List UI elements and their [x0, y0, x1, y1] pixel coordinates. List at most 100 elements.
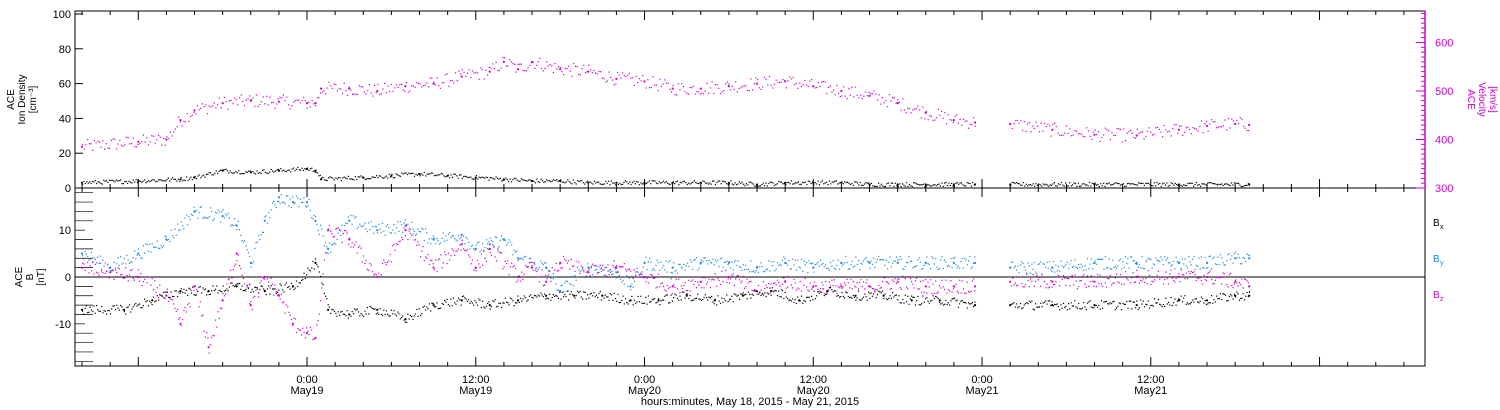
density-series-sample — [1173, 184, 1175, 186]
density-series-sample — [893, 185, 895, 187]
by-series-sample — [1197, 265, 1199, 267]
by-series-sample — [685, 265, 687, 267]
bz-series-sample — [1121, 283, 1123, 285]
by-series-sample — [422, 228, 424, 230]
by-series-sample — [1149, 258, 1151, 260]
density-series-sample — [353, 179, 355, 181]
density-series-sample — [1200, 185, 1202, 187]
by-series-sample — [968, 260, 970, 262]
velocity-series-sample — [935, 117, 938, 119]
by-series-sample — [547, 270, 549, 272]
by-series-sample — [393, 224, 395, 226]
bz-series-sample — [597, 272, 599, 274]
velocity-series-sample — [115, 148, 117, 150]
bx-series-sample — [99, 310, 101, 312]
bx-series-sample — [501, 306, 503, 309]
density-series-sample — [1042, 183, 1044, 185]
velocity-series-sample — [925, 110, 927, 113]
bz-series-sample — [1230, 272, 1232, 274]
bx-series-sample — [728, 299, 730, 301]
bz-series-sample — [533, 263, 536, 265]
velocity-series-sample — [316, 97, 318, 99]
velocity-series-sample — [228, 100, 230, 102]
velocity-series-sample — [541, 67, 543, 70]
bx-series-sample — [482, 300, 484, 302]
density-series-sample — [924, 185, 926, 188]
bx-series-sample — [756, 291, 758, 293]
by-series-sample — [660, 261, 662, 263]
velocity-series-sample — [865, 91, 867, 93]
velocity-series-sample — [201, 103, 203, 105]
density-series-sample — [911, 185, 913, 188]
velocity-series-sample — [205, 104, 207, 106]
bz-series-sample — [687, 290, 689, 292]
density-series-sample — [210, 172, 212, 174]
by-series-sample — [211, 211, 213, 213]
bx-series-sample — [900, 302, 903, 304]
by-series-sample — [563, 291, 565, 293]
by-series-sample — [1155, 257, 1157, 259]
by-series-sample — [846, 261, 848, 264]
bx-series-sample — [107, 309, 109, 312]
density-series-sample — [908, 184, 911, 186]
by-series-sample — [365, 228, 367, 230]
bz-series-point — [221, 299, 224, 302]
density-series-sample — [1024, 185, 1026, 187]
density-series-sample — [856, 182, 859, 184]
velocity-series-sample — [1241, 118, 1243, 120]
bz-series-sample — [139, 280, 141, 282]
by-series-sample — [82, 255, 84, 257]
by-series-sample — [1088, 268, 1090, 270]
density-series-sample — [136, 182, 139, 184]
bx-series-sample — [864, 293, 866, 295]
velocity-tick-label: 400 — [1435, 135, 1453, 147]
density-series-sample — [726, 182, 728, 185]
density-series-sample — [589, 181, 591, 183]
bx-series-sample — [156, 295, 158, 297]
bx-series-sample — [395, 315, 398, 317]
bx-series-sample — [1224, 294, 1227, 296]
velocity-series-sample — [1170, 135, 1172, 137]
density-series-sample — [835, 180, 837, 182]
velocity-series-sample — [112, 138, 114, 140]
bx-series-sample — [116, 304, 118, 306]
bx-series-sample — [306, 274, 308, 276]
by-series-sample — [376, 232, 379, 234]
bx-series-sample — [464, 297, 466, 299]
bz-series-sample — [203, 330, 205, 332]
velocity-series-sample — [726, 81, 728, 83]
by-series-sample — [1028, 265, 1030, 267]
density-series-sample — [385, 175, 387, 177]
by-series-sample — [1085, 269, 1087, 271]
velocity-series-sample — [93, 140, 95, 142]
density-series-sample — [318, 175, 320, 177]
velocity-series-sample — [117, 143, 119, 145]
velocity-series-sample — [1067, 132, 1069, 135]
bz-series-sample — [856, 282, 858, 284]
density-series-sample — [608, 180, 610, 182]
by-series-sample — [744, 269, 746, 271]
bz-series-sample — [889, 288, 891, 290]
bz-series-sample — [945, 279, 947, 281]
velocity-series-sample — [564, 67, 566, 69]
bz-series-sample — [325, 252, 327, 254]
by-series-sample — [538, 266, 541, 269]
density-series-sample — [1049, 184, 1051, 186]
bx-series-sample — [860, 299, 862, 301]
density-series-sample — [181, 180, 184, 182]
bz-series-sample — [1056, 276, 1058, 278]
density-series-sample — [795, 182, 797, 184]
density-series-sample — [354, 176, 356, 178]
density-series-sample — [931, 185, 933, 187]
by-series-sample — [923, 264, 925, 266]
velocity-series-sample — [937, 108, 939, 110]
velocity-series-sample — [502, 56, 504, 59]
by-series-sample — [536, 267, 538, 269]
by-series-sample — [647, 261, 649, 263]
by-series-sample — [445, 235, 447, 237]
density-series-sample — [443, 175, 445, 177]
bz-series-sample — [402, 238, 404, 241]
bz-series-sample — [559, 263, 561, 265]
bz-series-point — [516, 275, 520, 279]
bz-series-sample — [873, 288, 875, 290]
